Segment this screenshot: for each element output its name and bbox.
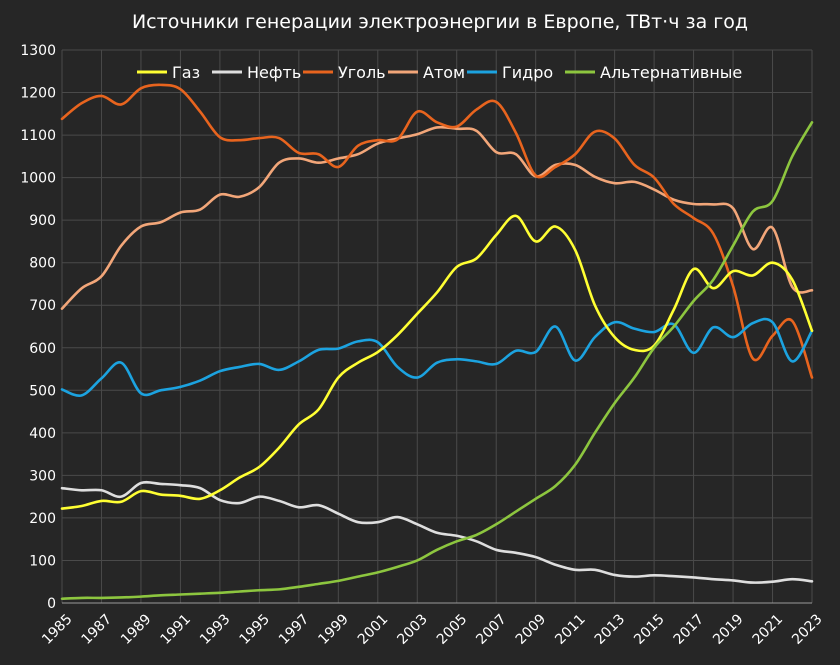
y-axis-tick-labels: 0 100 200 300 400 500 600 700 800 900 1000 1100 1200… — [20, 43, 56, 612]
y-tick-label: 800 — [29, 256, 56, 272]
y-tick-label: 500 — [29, 383, 56, 399]
legend-label-0: Газ — [172, 63, 200, 82]
y-tick-label: 1100 — [20, 128, 56, 144]
series-line-0 — [60, 214, 814, 510]
chart-title: Источники генерации электроэнергии в Евр… — [132, 11, 748, 33]
legend-label-3: Атом — [423, 63, 465, 82]
legend-label-1: Нефть — [247, 63, 301, 82]
y-tick-label: 700 — [29, 298, 56, 314]
series-line-1 — [60, 480, 814, 584]
grid-lines — [61, 49, 813, 603]
series-line-5 — [60, 121, 814, 601]
y-tick-label: 100 — [29, 553, 56, 569]
series-lines — [60, 83, 814, 601]
legend: Газ Нефть Уголь Атом Гидро Альтернативные — [137, 63, 742, 82]
y-tick-label: 900 — [29, 213, 56, 229]
y-tick-label: 200 — [29, 511, 56, 527]
y-tick-label: 1200 — [20, 86, 56, 102]
legend-label-5: Альтернативные — [600, 63, 742, 82]
y-tick-label: 1000 — [20, 171, 56, 187]
series-line-2 — [60, 83, 814, 379]
legend-label-4: Гидро — [502, 63, 553, 82]
y-tick-label: 300 — [29, 468, 56, 484]
legend-label-2: Уголь — [338, 63, 386, 82]
y-tick-label: 0 — [47, 596, 56, 612]
y-tick-label: 400 — [29, 426, 56, 442]
series-line-4 — [60, 317, 814, 398]
y-tick-label: 1300 — [20, 43, 56, 59]
series-line-3 — [60, 125, 814, 310]
y-tick-label: 600 — [29, 341, 56, 357]
